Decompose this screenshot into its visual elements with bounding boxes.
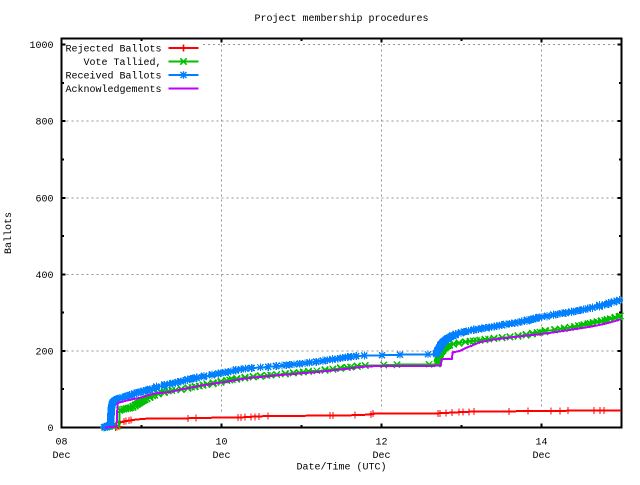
svg-text:Dec: Dec	[372, 451, 390, 462]
svg-text:800: 800	[35, 118, 53, 129]
svg-text:12: 12	[375, 438, 387, 449]
svg-text:08: 08	[55, 438, 67, 449]
svg-text:Project membership procedures: Project membership procedures	[254, 13, 428, 25]
svg-text:600: 600	[35, 194, 53, 205]
svg-text:400: 400	[35, 271, 53, 282]
svg-text:Dec: Dec	[52, 451, 70, 462]
svg-text:14: 14	[535, 438, 547, 449]
svg-text:Acknowledgements: Acknowledgements	[65, 84, 161, 96]
svg-text:10: 10	[215, 438, 227, 449]
svg-text:Received Ballots: Received Ballots	[65, 71, 161, 83]
svg-text:Rejected Ballots: Rejected Ballots	[65, 44, 161, 56]
svg-text:Date/Time (UTC): Date/Time (UTC)	[296, 462, 386, 474]
svg-text:200: 200	[35, 347, 53, 358]
svg-text:1000: 1000	[29, 41, 53, 52]
svg-text:Vote Tallied,: Vote Tallied,	[83, 57, 161, 69]
svg-text:Dec: Dec	[532, 451, 550, 462]
svg-text:0: 0	[47, 424, 53, 435]
svg-text:Ballots: Ballots	[3, 212, 15, 254]
svg-text:Dec: Dec	[212, 451, 230, 462]
